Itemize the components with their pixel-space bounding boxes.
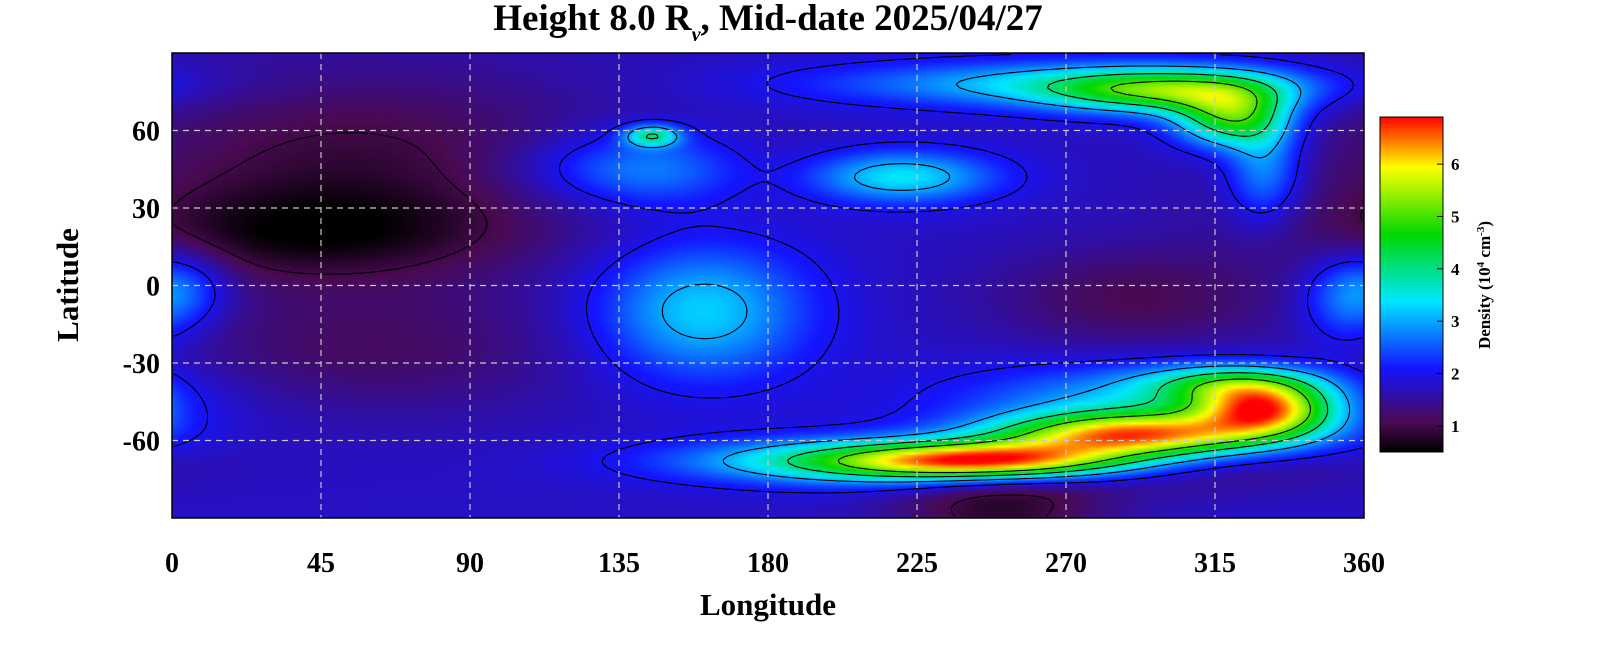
- contour-lines: [173, 54, 1363, 517]
- colorbar-ticks: 1 2 3 4 5 6: [1437, 155, 1460, 436]
- colorbar-label: Density (104 cm-3): [1475, 221, 1494, 349]
- contour-line: [173, 54, 1363, 494]
- colorbar-gradient: [1379, 116, 1444, 453]
- x-tick-label: 135: [598, 548, 640, 579]
- y-tick-label: 60: [132, 117, 160, 148]
- colorbar: 1 2 3 4 5 6 Density (104 cm-3): [1379, 116, 1494, 453]
- contour-line: [837, 80, 1312, 474]
- x-tick-label: 360: [1343, 548, 1385, 579]
- x-tick-label: 315: [1194, 548, 1236, 579]
- x-tick-label: 270: [1045, 548, 1087, 579]
- y-tick-label: 30: [132, 194, 160, 225]
- colorbar-tick-label: 2: [1451, 364, 1460, 383]
- x-tick-label: 0: [165, 548, 179, 579]
- colorbar-tick-label: 1: [1451, 417, 1460, 436]
- y-tick-label: -30: [123, 349, 160, 380]
- x-tick-label: 225: [896, 548, 938, 579]
- grid-lines: [172, 53, 1364, 518]
- y-tick-label: 0: [146, 272, 160, 303]
- x-tick-label: 45: [307, 548, 335, 579]
- colorbar-tick-label: 4: [1451, 260, 1460, 279]
- x-tick-label: 180: [747, 548, 789, 579]
- contour-line: [627, 65, 1351, 483]
- x-axis-ticks: 0 45 90 135 180 225 270 315 360: [165, 548, 1385, 579]
- plot-area: [171, 52, 1365, 519]
- colorbar-tick-label: 6: [1451, 155, 1460, 174]
- colorbar-tick-label: 3: [1451, 312, 1460, 331]
- colorbar-tick-label: 5: [1451, 207, 1460, 226]
- plot-frame: [171, 52, 1365, 519]
- x-axis-label: Longitude: [700, 587, 836, 622]
- y-axis-ticks: 60 30 0 -30 -60: [123, 117, 160, 458]
- x-tick-label: 90: [456, 548, 484, 579]
- contour-line: [173, 132, 1363, 517]
- y-tick-label: -60: [123, 427, 160, 458]
- contour-line: [645, 73, 1329, 478]
- chart-title: Height 8.0 Rv, Mid-date 2025/04/27: [493, 0, 1042, 46]
- y-axis-label: Latitude: [50, 228, 85, 342]
